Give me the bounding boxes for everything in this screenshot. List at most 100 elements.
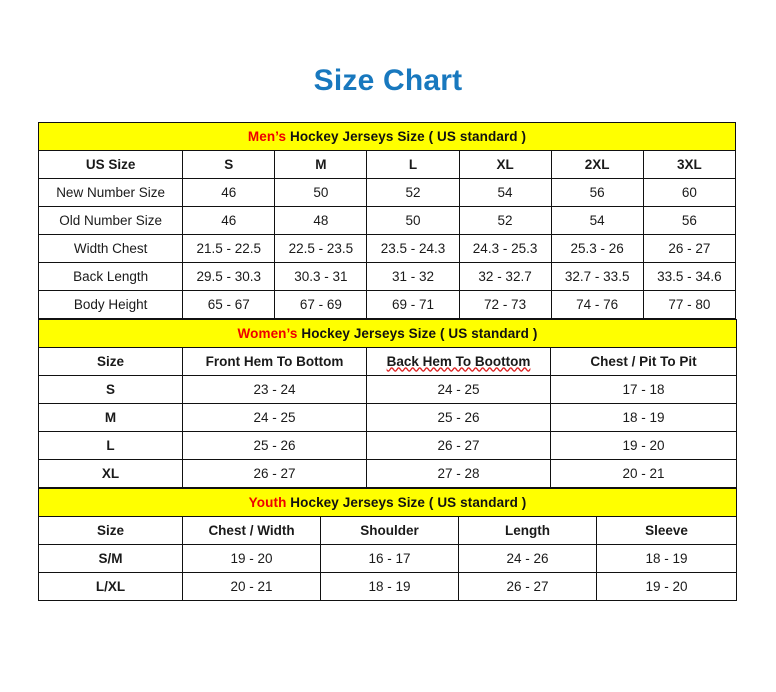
youth-cell-0-1: 16 - 17 (320, 544, 459, 573)
youth-cell-0-2: 24 - 26 (458, 544, 597, 573)
mens-cell-1-4: 54 (550, 206, 644, 235)
youth-size-table: Youth Hockey Jerseys Size ( US standard … (37, 488, 738, 601)
womens-cell-1-1: 25 - 26 (366, 403, 551, 432)
womens-cell-1-0: 24 - 25 (182, 403, 367, 432)
womens-banner-row: Women’s Hockey Jerseys Size ( US standar… (38, 319, 737, 348)
youth-col-header-4: Sleeve (595, 516, 738, 545)
mens-row-label-0: New Number Size (37, 178, 184, 207)
mens-banner-rest: Hockey Jerseys Size ( US standard ) (286, 128, 527, 144)
mens-col-header-5: 2XL (550, 150, 644, 179)
mens-cell-2-0: 21.5 - 22.5 (182, 234, 276, 263)
mens-cell-0-5: 60 (642, 178, 737, 207)
mens-cell-4-2: 69 - 71 (366, 290, 460, 319)
table-row: M 24 - 25 25 - 26 18 - 19 (38, 403, 737, 432)
table-row: S 23 - 24 24 - 25 17 - 18 (38, 375, 737, 404)
mens-cell-1-0: 46 (182, 206, 276, 235)
mens-cell-0-4: 56 (550, 178, 644, 207)
page-title: Size Chart (313, 64, 463, 97)
mens-cell-1-3: 52 (458, 206, 552, 235)
womens-row-label-0: S (38, 375, 183, 404)
youth-cell-0-0: 19 - 20 (182, 544, 321, 573)
womens-col-header-1: Front Hem To Bottom (182, 347, 367, 376)
mens-header-row: US Size S M L XL 2XL 3XL (37, 150, 737, 179)
mens-size-table: Men’s Hockey Jerseys Size ( US standard … (37, 122, 737, 319)
youth-col-header-1: Chest / Width (182, 516, 321, 545)
womens-row-label-3: XL (38, 459, 183, 488)
mens-cell-3-4: 32.7 - 33.5 (550, 262, 644, 291)
size-chart-tables: Men’s Hockey Jerseys Size ( US standard … (37, 122, 738, 601)
table-row: Back Length 29.5 - 30.3 30.3 - 31 31 - 3… (37, 262, 737, 291)
mens-cell-2-3: 24.3 - 25.3 (458, 234, 552, 263)
womens-banner-accent: Women’s (237, 325, 298, 341)
table-row: XL 26 - 27 27 - 28 20 - 21 (38, 459, 737, 488)
misspelled-word: Back Hem To Boottom (386, 353, 531, 369)
mens-cell-1-1: 48 (274, 206, 368, 235)
womens-row-label-2: L (38, 431, 183, 460)
mens-col-header-6: 3XL (642, 150, 737, 179)
mens-cell-0-2: 52 (366, 178, 460, 207)
mens-cell-3-1: 30.3 - 31 (274, 262, 368, 291)
mens-row-label-4: Body Height (37, 290, 184, 319)
womens-cell-0-1: 24 - 25 (366, 375, 551, 404)
youth-header-row: Size Chest / Width Shoulder Length Sleev… (38, 516, 738, 545)
mens-section-banner: Men’s Hockey Jerseys Size ( US standard … (38, 122, 736, 151)
womens-cell-3-0: 26 - 27 (182, 459, 367, 488)
mens-cell-4-3: 72 - 73 (458, 290, 552, 319)
youth-cell-1-3: 19 - 20 (595, 572, 738, 601)
mens-cell-2-5: 26 - 27 (642, 234, 737, 263)
mens-col-header-3: L (366, 150, 460, 179)
womens-col-header-2: Back Hem To Boottom (366, 347, 551, 376)
youth-banner-rest: Hockey Jerseys Size ( US standard ) (286, 494, 527, 510)
womens-cell-2-1: 26 - 27 (366, 431, 551, 460)
mens-cell-0-1: 50 (274, 178, 368, 207)
womens-cell-3-1: 27 - 28 (366, 459, 551, 488)
mens-col-header-1: S (182, 150, 276, 179)
womens-section-banner: Women’s Hockey Jerseys Size ( US standar… (38, 319, 737, 348)
youth-row-label-1: L/XL (38, 572, 183, 601)
mens-row-label-2: Width Chest (37, 234, 184, 263)
mens-cell-2-2: 23.5 - 24.3 (366, 234, 460, 263)
mens-col-header-4: XL (458, 150, 552, 179)
womens-cell-1-2: 18 - 19 (550, 403, 737, 432)
youth-cell-1-0: 20 - 21 (182, 572, 321, 601)
table-row: S/M 19 - 20 16 - 17 24 - 26 18 - 19 (38, 544, 738, 573)
table-row: Body Height 65 - 67 67 - 69 69 - 71 72 -… (37, 290, 737, 319)
table-row: New Number Size 46 50 52 54 56 60 (37, 178, 737, 207)
mens-cell-0-0: 46 (182, 178, 276, 207)
mens-col-header-2: M (274, 150, 368, 179)
mens-cell-3-5: 33.5 - 34.6 (642, 262, 737, 291)
womens-cell-2-2: 19 - 20 (550, 431, 737, 460)
youth-section-banner: Youth Hockey Jerseys Size ( US standard … (37, 488, 738, 517)
mens-banner-accent: Men’s (247, 128, 287, 144)
womens-col-header-0: Size (38, 347, 183, 376)
mens-col-header-0: US Size (37, 150, 184, 179)
mens-cell-1-5: 56 (642, 206, 737, 235)
womens-header-row: Size Front Hem To Bottom Back Hem To Boo… (38, 347, 737, 376)
mens-cell-4-1: 67 - 69 (274, 290, 368, 319)
mens-cell-2-1: 22.5 - 23.5 (274, 234, 368, 263)
womens-cell-0-2: 17 - 18 (550, 375, 737, 404)
mens-cell-3-2: 31 - 32 (366, 262, 460, 291)
youth-cell-1-1: 18 - 19 (320, 572, 459, 601)
youth-cell-0-3: 18 - 19 (595, 544, 738, 573)
table-row: Old Number Size 46 48 50 52 54 56 (37, 206, 737, 235)
mens-cell-3-3: 32 - 32.7 (458, 262, 552, 291)
mens-cell-3-0: 29.5 - 30.3 (182, 262, 276, 291)
youth-banner-row: Youth Hockey Jerseys Size ( US standard … (37, 488, 738, 517)
mens-row-label-1: Old Number Size (37, 206, 184, 235)
womens-cell-0-0: 23 - 24 (182, 375, 367, 404)
womens-size-table: Women’s Hockey Jerseys Size ( US standar… (38, 319, 737, 488)
mens-cell-2-4: 25.3 - 26 (550, 234, 644, 263)
mens-cell-4-4: 74 - 76 (550, 290, 644, 319)
youth-row-label-0: S/M (38, 544, 183, 573)
youth-cell-1-2: 26 - 27 (458, 572, 597, 601)
table-row: L 25 - 26 26 - 27 19 - 20 (38, 431, 737, 460)
mens-cell-4-0: 65 - 67 (182, 290, 276, 319)
youth-col-header-2: Shoulder (320, 516, 459, 545)
table-row: L/XL 20 - 21 18 - 19 26 - 27 19 - 20 (38, 572, 738, 601)
youth-col-header-3: Length (458, 516, 597, 545)
womens-row-label-1: M (38, 403, 183, 432)
womens-banner-rest: Hockey Jerseys Size ( US standard ) (297, 325, 538, 341)
mens-cell-1-2: 50 (366, 206, 460, 235)
